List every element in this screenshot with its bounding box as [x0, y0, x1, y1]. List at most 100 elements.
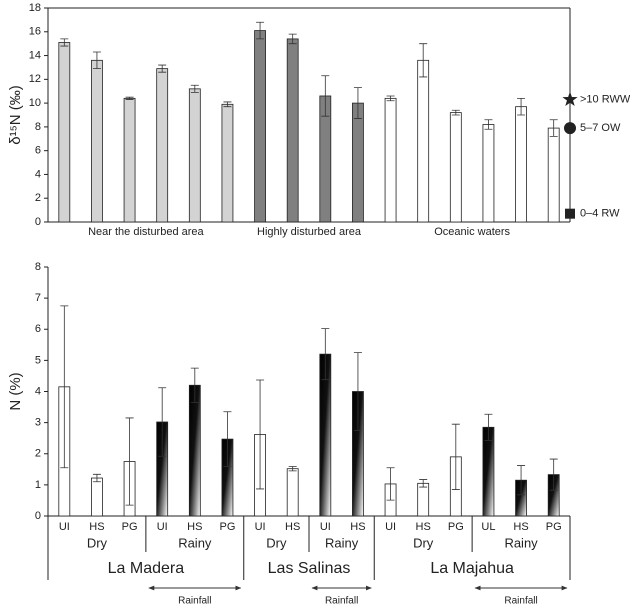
bar — [91, 59, 103, 223]
season-label: Dry — [413, 535, 434, 550]
bar — [188, 384, 201, 517]
site-label: Las Salinas — [268, 560, 351, 577]
group-label: Oceanic waters — [434, 226, 510, 238]
marker-label: 0–4 RW — [580, 208, 620, 220]
error-bar — [353, 352, 362, 431]
season-label: Rainy — [178, 535, 212, 550]
x-tick-label: UI — [320, 521, 331, 533]
x-tick-label: UI — [59, 521, 70, 533]
bar — [449, 112, 462, 223]
error-bar — [92, 473, 101, 483]
y-tick-label: 0 — [35, 216, 41, 228]
x-tick-label: PG — [546, 521, 562, 533]
site-label: La Madera — [108, 560, 185, 577]
error-bar — [256, 21, 265, 40]
y-tick-label: 5 — [35, 354, 41, 366]
y-tick-label: 8 — [35, 121, 41, 133]
error-bar — [288, 466, 297, 472]
error-bar — [256, 379, 265, 490]
annotation: Rainfall — [178, 596, 211, 607]
error-bar — [158, 64, 167, 73]
error-bar — [419, 43, 428, 78]
y-tick-label: 6 — [35, 323, 41, 335]
y-tick-label: 2 — [35, 448, 41, 460]
bar — [352, 102, 364, 223]
error-bar — [451, 109, 460, 116]
error-bar — [353, 87, 362, 119]
error-bar — [60, 38, 69, 47]
bar — [417, 59, 430, 223]
error-bar — [484, 119, 493, 130]
error-bar — [517, 97, 526, 116]
bar — [58, 42, 71, 223]
group-label: Highly disturbed area — [257, 226, 362, 238]
y-tick-label: 0 — [35, 510, 41, 522]
annotation: Rainfall — [325, 596, 358, 607]
error-bar — [386, 467, 395, 501]
error-bar — [60, 305, 69, 469]
y-tick-label: 12 — [29, 73, 41, 85]
bar — [91, 477, 103, 517]
x-tick-label: HS — [416, 521, 431, 533]
error-bar — [223, 101, 232, 108]
x-tick-label: UI — [255, 521, 266, 533]
error-bar — [125, 96, 134, 100]
x-tick-label: HS — [350, 521, 365, 533]
y-tick-label: 2 — [35, 192, 41, 204]
error-bar — [419, 479, 428, 488]
x-tick-label: HS — [285, 521, 300, 533]
bar — [156, 68, 169, 223]
bar — [254, 30, 266, 223]
error-bar — [386, 95, 395, 102]
bar — [417, 482, 430, 517]
y-tick-label: 3 — [35, 417, 41, 429]
error-bar — [321, 328, 330, 381]
marker-star — [562, 91, 578, 107]
y-tick-label: 1 — [35, 479, 41, 491]
x-tick-label: UI — [385, 521, 396, 533]
marker-label: 5–7 OW — [580, 122, 621, 134]
y-tick-label: 16 — [29, 26, 41, 38]
bar — [123, 97, 136, 223]
marker-label: >10 RWW — [580, 93, 630, 105]
bar — [384, 97, 397, 223]
x-tick-label: PG — [219, 521, 235, 533]
x-tick-label: UI — [157, 521, 168, 533]
error-bar — [321, 75, 330, 117]
bar — [482, 124, 495, 223]
error-bar — [451, 423, 460, 490]
season-label: Rainy — [504, 535, 538, 550]
y-tick-label: 6 — [35, 145, 41, 157]
y-tick-label: 7 — [35, 292, 41, 304]
season-label: Rainy — [325, 535, 359, 550]
error-bar — [549, 458, 558, 491]
y-axis-label: δ¹⁵N (‰) — [7, 85, 24, 145]
error-bar — [223, 411, 232, 467]
season-label: Dry — [87, 535, 108, 550]
marker-square — [565, 208, 575, 219]
y-tick-label: 14 — [29, 49, 41, 61]
y-tick-label: 10 — [29, 97, 41, 109]
x-tick-label: PG — [448, 521, 464, 533]
x-tick-label: HS — [89, 521, 104, 533]
error-bar — [92, 51, 101, 70]
x-tick-label: HS — [513, 521, 528, 533]
y-tick-label: 8 — [35, 261, 41, 273]
error-bar — [190, 84, 199, 93]
error-bar — [517, 465, 526, 496]
bar — [547, 127, 560, 223]
site-label: La Majahua — [430, 560, 514, 577]
bar — [515, 106, 527, 223]
error-bar — [158, 387, 167, 457]
error-bar — [190, 367, 199, 403]
bar — [286, 468, 299, 517]
error-bar — [484, 413, 493, 441]
error-bar — [288, 33, 297, 45]
bar — [286, 38, 299, 223]
error-bar — [549, 119, 558, 137]
x-tick-label: UL — [481, 521, 495, 533]
group-label: Near the disturbed area — [88, 226, 204, 238]
y-tick-label: 4 — [35, 168, 41, 180]
y-axis-label: N (%) — [7, 372, 24, 410]
